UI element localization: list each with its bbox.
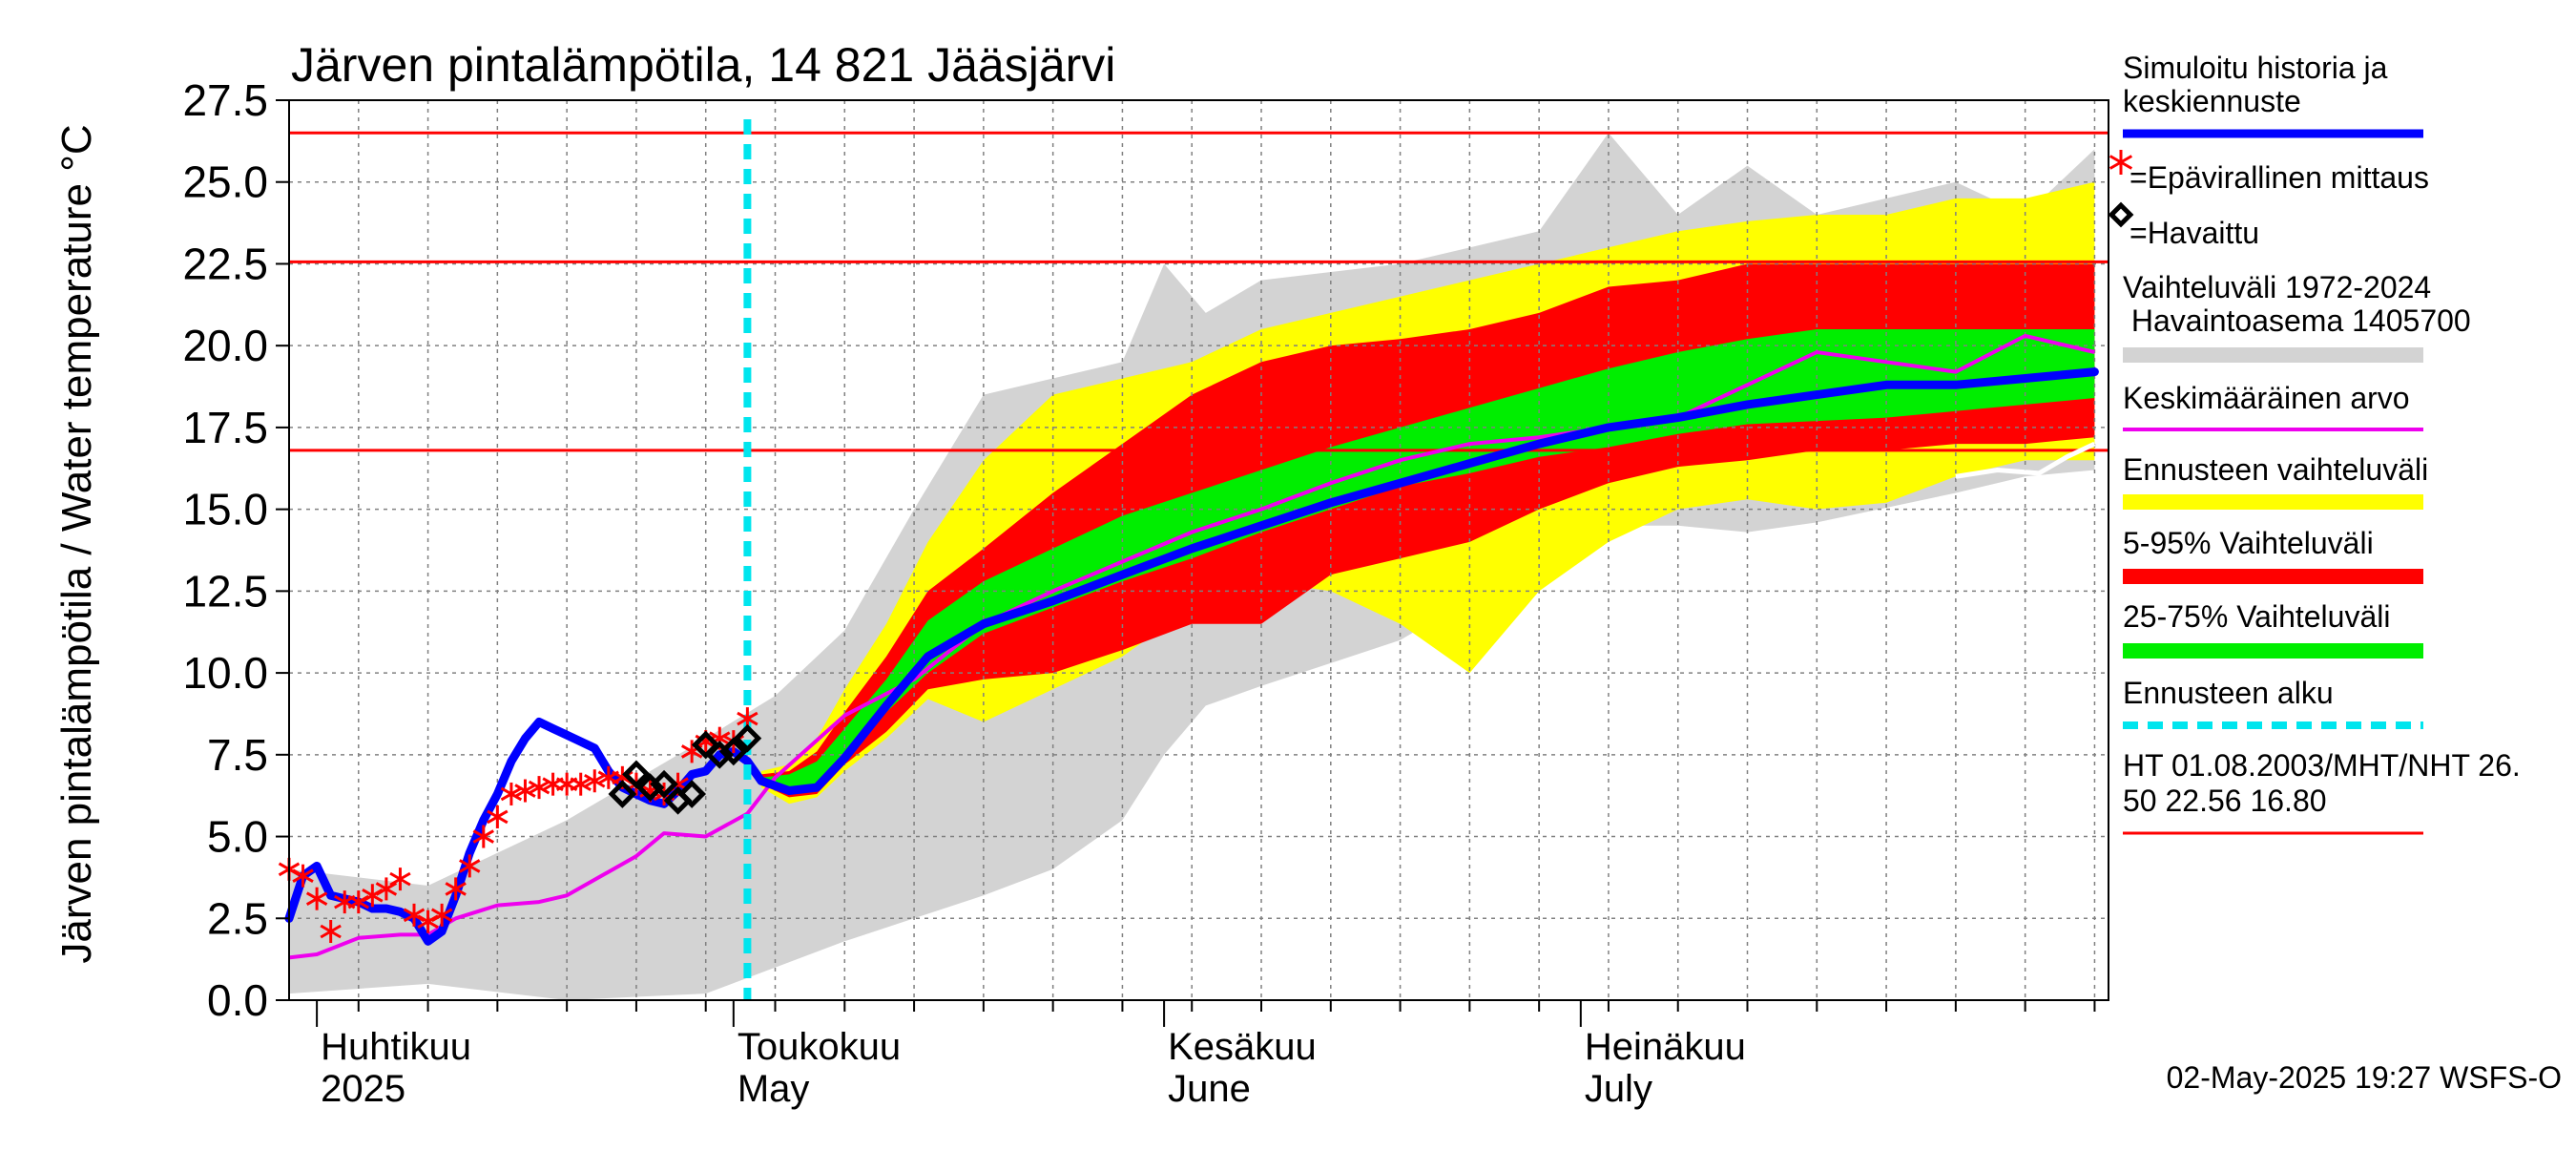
observed-point (608, 780, 637, 808)
unofficial-point (445, 877, 467, 901)
legend-unofficial-label: =Epävirallinen mittaus (2129, 160, 2429, 195)
unofficial-point (292, 864, 314, 888)
p25-75-band (760, 329, 2095, 791)
y-tick-label: 27.5 (182, 75, 268, 125)
asterisk-stroke (500, 786, 523, 802)
asterisk-stroke (584, 773, 606, 788)
legend-p5-95-label: 5-95% Vaihteluväli (2123, 526, 2374, 560)
markers-layer (278, 707, 762, 943)
y-tick-label: 12.5 (182, 566, 268, 616)
observed-point (622, 760, 651, 789)
legend-observed-label: =Havaittu (2129, 216, 2259, 250)
unofficial-point (500, 782, 523, 805)
y-tick-label: 17.5 (182, 403, 268, 452)
unofficial-point (459, 854, 481, 878)
observed-point (650, 769, 678, 799)
unofficial-point (389, 868, 411, 891)
y-tick-label: 7.5 (207, 730, 268, 780)
x-month-sublabel: July (1585, 1068, 1652, 1110)
asterisk-stroke (430, 908, 453, 923)
plot-frame (288, 99, 2109, 1001)
unofficial-point (528, 776, 551, 800)
legend-observed-marker (2108, 201, 2134, 228)
asterisk-stroke (375, 882, 398, 896)
asterisk-stroke (472, 829, 494, 844)
asterisk-stroke (305, 891, 328, 906)
footer-timestamp: 02-May-2025 19:27 WSFS-O (2167, 1060, 2562, 1095)
unofficial-point (320, 919, 342, 943)
asterisk-stroke (403, 908, 426, 923)
asterisk-stroke (2109, 155, 2133, 170)
legend-range-label-2: Havaintoasema 1405700 (2123, 303, 2471, 338)
x-month-label: Toukokuu (737, 1026, 901, 1068)
asterisk-stroke (514, 784, 536, 798)
y-tick-label: 22.5 (182, 239, 268, 288)
unofficial-point (570, 772, 592, 796)
reference-lines-layer (289, 131, 2109, 452)
asterisk-stroke (389, 871, 411, 887)
asterisk-stroke (459, 859, 481, 873)
y-tick-label: 5.0 (207, 812, 268, 862)
legend-reference-label-2: 50 22.56 16.80 (2123, 784, 2327, 818)
observed-point (733, 723, 762, 753)
x-month-sublabel: May (737, 1068, 810, 1110)
x-month-sublabel: June (1168, 1068, 1251, 1110)
legend-forecast-range-label: Ennusteen vaihteluväli (2123, 452, 2428, 487)
unofficial-point (514, 779, 536, 803)
y-tick-label: 10.0 (182, 648, 268, 698)
legend-simulated-label-2: keskiennuste (2123, 84, 2301, 118)
legend-mean-label: Keskimääräinen arvo (2123, 381, 2410, 415)
x-month-label: Kesäkuu (1168, 1026, 1317, 1068)
unofficial-point (375, 877, 398, 901)
asterisk-stroke (737, 711, 758, 726)
asterisk-stroke (292, 868, 314, 883)
y-tick-label: 20.0 (182, 321, 268, 370)
asterisk-stroke (570, 777, 592, 791)
unofficial-point (472, 825, 494, 848)
y-axis-label: Järven pintalämpötila / Water temperatur… (53, 124, 100, 963)
legend-forecast-start-label: Ennusteen alku (2123, 676, 2334, 710)
axes-layer: 0.0 2.5 5.0 7.5 10.0 12.5 15.0 17.5 20.0 22.5 25.0… (182, 75, 2096, 1110)
unofficial-point (305, 887, 328, 910)
unofficial-point (584, 769, 606, 793)
legend-asterisk (2109, 150, 2133, 175)
x-month-label: Heinäkuu (1585, 1026, 1746, 1068)
legend: Simuloitu historia ja keskiennuste =Epäv… (2108, 51, 2521, 835)
legend-simulated-label-1: Simuloitu historia ja (2123, 51, 2388, 85)
observed-point (718, 737, 748, 766)
historical-max-line (1955, 441, 2096, 479)
y-tick-label: 15.0 (182, 485, 268, 534)
y-tick-label: 2.5 (207, 893, 268, 943)
y-tick-label: 25.0 (182, 157, 268, 207)
x-month-sublabel: 2025 (321, 1068, 405, 1110)
y-tick-label: 0.0 (207, 975, 268, 1025)
x-month-label: Huhtikuu (321, 1026, 471, 1068)
chart-title: Järven pintalämpötila, 14 821 Jääsjärvi (291, 38, 1115, 92)
unofficial-point (487, 805, 509, 828)
legend-unofficial-marker (2109, 150, 2133, 175)
unofficial-point (430, 903, 453, 927)
observed-point (677, 780, 707, 808)
legend-range-label-1: Vaihteluväli 1972-2024 (2123, 270, 2431, 304)
asterisk-stroke (320, 924, 342, 939)
asterisk-stroke (487, 809, 509, 825)
asterisk-stroke (445, 882, 467, 896)
legend-p25-75-label: 25-75% Vaihteluväli (2123, 599, 2390, 634)
asterisk-stroke (528, 780, 551, 795)
legend-reference-label-1: HT 01.08.2003/MHT/NHT 26. (2123, 748, 2521, 783)
